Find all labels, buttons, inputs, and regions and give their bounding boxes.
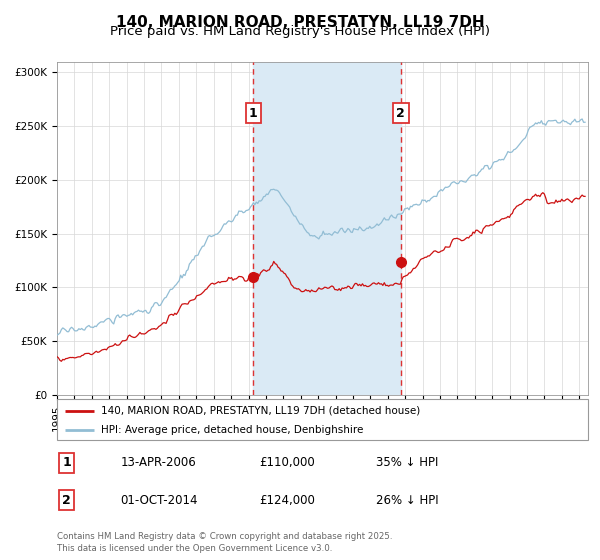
Text: Contains HM Land Registry data © Crown copyright and database right 2025.
This d: Contains HM Land Registry data © Crown c… — [57, 533, 392, 553]
Text: 140, MARION ROAD, PRESTATYN, LL19 7DH (detached house): 140, MARION ROAD, PRESTATYN, LL19 7DH (d… — [101, 405, 420, 416]
Text: £124,000: £124,000 — [259, 494, 314, 507]
Text: Price paid vs. HM Land Registry's House Price Index (HPI): Price paid vs. HM Land Registry's House … — [110, 25, 490, 38]
Text: HPI: Average price, detached house, Denbighshire: HPI: Average price, detached house, Denb… — [101, 424, 363, 435]
Text: 140, MARION ROAD, PRESTATYN, LL19 7DH: 140, MARION ROAD, PRESTATYN, LL19 7DH — [116, 15, 484, 30]
Text: 1: 1 — [62, 456, 71, 469]
Text: £110,000: £110,000 — [259, 456, 314, 469]
Text: 2: 2 — [397, 107, 405, 120]
Text: 1: 1 — [249, 107, 258, 120]
Text: 13-APR-2006: 13-APR-2006 — [121, 456, 196, 469]
Bar — [253, 62, 401, 395]
Text: 26% ↓ HPI: 26% ↓ HPI — [376, 494, 438, 507]
Text: 35% ↓ HPI: 35% ↓ HPI — [376, 456, 438, 469]
Text: 01-OCT-2014: 01-OCT-2014 — [121, 494, 198, 507]
Text: 2: 2 — [62, 494, 71, 507]
